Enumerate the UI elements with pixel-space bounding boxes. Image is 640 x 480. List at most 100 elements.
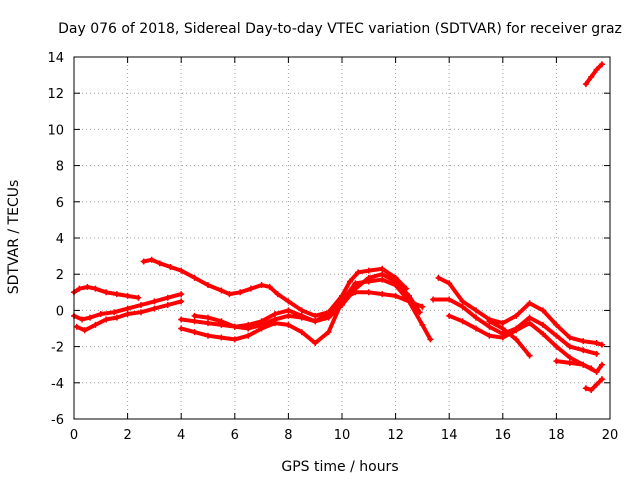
data-point: [339, 301, 345, 308]
data-point: [156, 260, 163, 267]
data-point: [427, 336, 434, 343]
data-point: [205, 282, 211, 289]
data-point: [218, 334, 225, 341]
data-point: [178, 298, 185, 305]
x-tick-label: 16: [495, 428, 512, 443]
data-point: [392, 292, 399, 299]
data-point: [598, 61, 605, 68]
data-point: [566, 334, 573, 341]
data-point: [148, 256, 155, 263]
axis-ticks: [73, 56, 611, 420]
y-tick-label: 12: [47, 87, 64, 102]
data-point: [298, 314, 305, 321]
data-point: [87, 314, 94, 321]
data-point: [486, 323, 493, 330]
data-point: [272, 316, 278, 323]
series-track-c: [73, 298, 185, 334]
data-point: [103, 316, 110, 323]
series-line: [72, 292, 184, 322]
data-point: [76, 285, 83, 292]
data-point: [274, 291, 281, 298]
data-point: [379, 265, 386, 272]
data-point: [473, 307, 479, 314]
grid: [74, 57, 610, 419]
data-point: [285, 298, 292, 305]
data-point: [419, 303, 426, 310]
data-point: [247, 285, 254, 292]
y-tick-label: 10: [47, 123, 64, 138]
series-line: [141, 257, 409, 318]
data-point: [553, 332, 560, 339]
series-track-f: [178, 276, 434, 346]
x-tick-label: 20: [602, 428, 619, 443]
data-point: [593, 368, 600, 375]
data-point: [513, 327, 520, 334]
series-track-h: [435, 274, 605, 348]
data-point: [355, 269, 362, 276]
data-point: [285, 312, 292, 319]
data-point: [191, 329, 198, 336]
data-point: [588, 73, 595, 80]
data-point: [167, 263, 174, 270]
chart-title: Day 076 of 2018, Sidereal Day-to-day VTE…: [58, 21, 622, 37]
data-point: [258, 282, 265, 289]
data-point: [312, 312, 319, 319]
data-point: [237, 289, 244, 296]
data-point: [526, 320, 533, 327]
data-point: [473, 314, 479, 321]
data-point: [205, 332, 211, 339]
data-point: [135, 294, 142, 301]
data-point: [566, 354, 573, 361]
x-tick-label: 0: [70, 428, 78, 443]
series-line: [192, 272, 422, 331]
data-point: [446, 280, 453, 287]
data-point: [178, 267, 185, 274]
data-point: [580, 347, 587, 354]
data-point: [459, 298, 466, 305]
data-point: [325, 314, 332, 321]
y-tick-label: 14: [47, 51, 64, 66]
data-point: [151, 298, 158, 305]
data-point: [124, 311, 131, 318]
series-line: [554, 359, 594, 371]
data-point: [566, 359, 573, 366]
data-point: [285, 321, 292, 328]
data-point: [191, 274, 198, 281]
data-point: [499, 320, 506, 327]
series-track-l: [553, 358, 595, 372]
series-track-n: [582, 61, 605, 88]
data-point: [486, 332, 493, 339]
data-point: [459, 318, 466, 325]
series-line: [583, 377, 604, 392]
series-track-d: [140, 256, 410, 319]
x-tick-label: 6: [231, 428, 239, 443]
data-point: [580, 361, 587, 368]
series-track-a: [71, 283, 142, 301]
x-tick-label: 12: [387, 428, 404, 443]
data-point: [435, 274, 442, 281]
data-point: [352, 280, 359, 287]
data-point: [566, 343, 573, 350]
data-point: [379, 276, 386, 283]
data-point: [526, 300, 533, 307]
data-point: [540, 321, 546, 328]
data-point: [325, 329, 332, 336]
data-point: [151, 305, 158, 312]
data-point: [580, 338, 587, 345]
data-point: [582, 81, 589, 88]
data-point: [84, 283, 91, 290]
data-point: [513, 312, 520, 319]
data-point: [379, 291, 386, 298]
data-point: [598, 341, 605, 348]
data-point: [352, 285, 359, 292]
data-point: [218, 287, 225, 294]
data-point: [540, 330, 546, 337]
data-point: [245, 325, 252, 332]
data-point: [178, 325, 185, 332]
data-point: [419, 321, 426, 328]
data-point: [582, 385, 589, 392]
x-tick-label: 14: [441, 428, 458, 443]
data-point: [593, 350, 600, 357]
data-point: [191, 312, 198, 319]
